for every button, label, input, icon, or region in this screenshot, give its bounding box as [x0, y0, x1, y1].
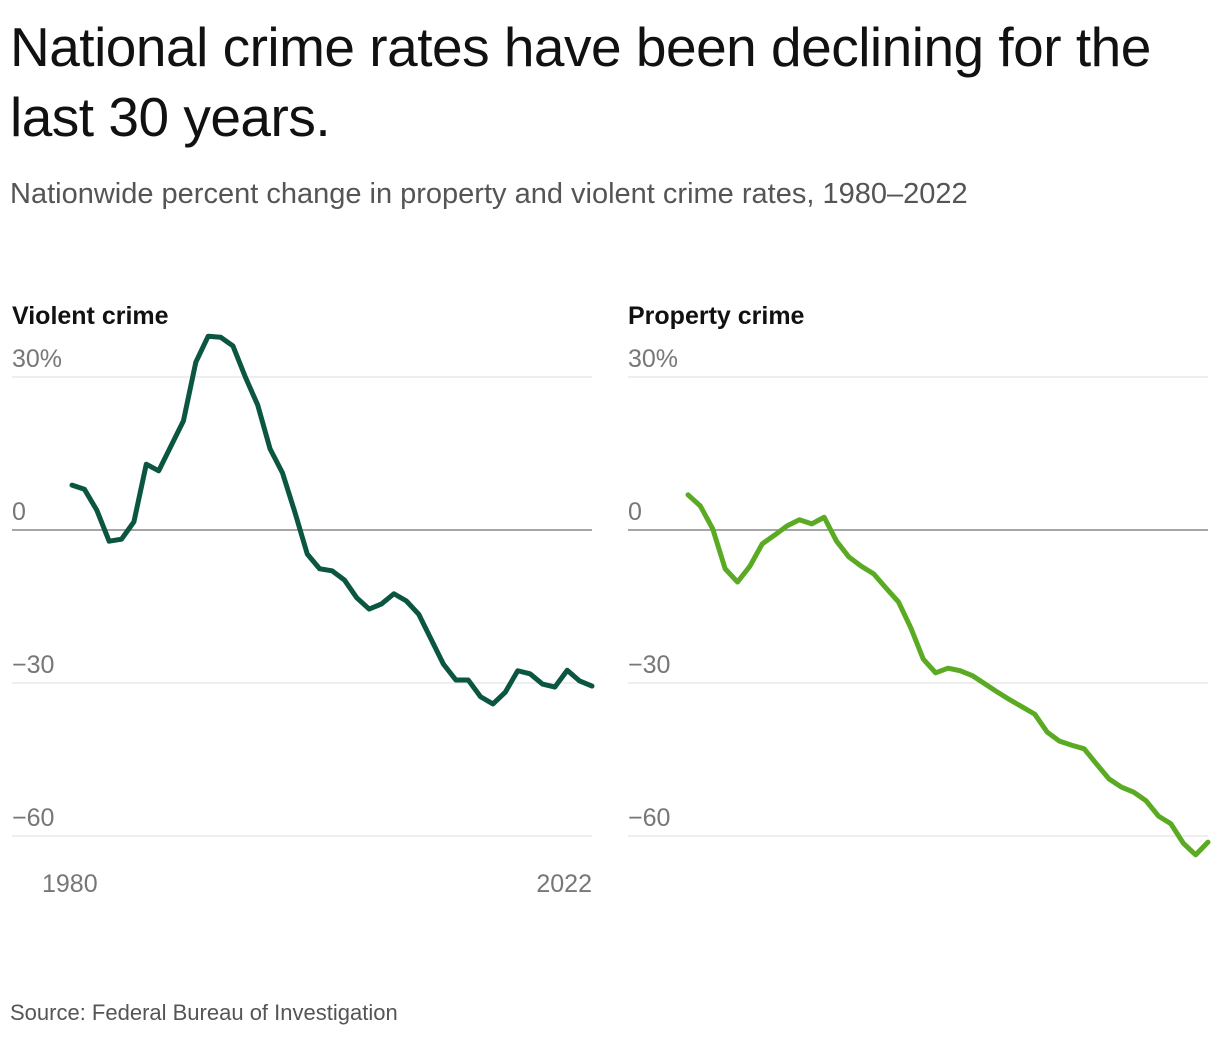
chart-subtitle: Nationwide percent change in property an… [10, 178, 968, 210]
violent-panel-title: Violent crime [12, 302, 169, 330]
source-note: Source: Federal Bureau of Investigation [10, 1000, 398, 1025]
x-tick-label: 2022 [536, 870, 592, 898]
y-tick-label: −60 [12, 804, 54, 832]
violent-crime-panel: Violent crime 30% 0 −30 −60 1980 2022 [12, 302, 595, 898]
y-tick-label: −60 [628, 804, 670, 832]
y-tick-label: 30% [12, 345, 62, 373]
y-tick-label: 0 [628, 498, 642, 526]
property-crime-panel: Property crime 30% 0 −30 −60 [628, 302, 1211, 858]
y-tick-label: −30 [12, 651, 54, 679]
property-panel-title: Property crime [628, 302, 805, 330]
chart-title: National crime rates have been declining… [10, 16, 1151, 148]
y-tick-label: 0 [12, 498, 26, 526]
y-tick-label: −30 [628, 651, 670, 679]
y-tick-label: 30% [628, 345, 678, 373]
violent-crime-line [69, 333, 595, 707]
x-tick-label: 1980 [42, 870, 98, 898]
property-crime-line [685, 492, 1211, 858]
